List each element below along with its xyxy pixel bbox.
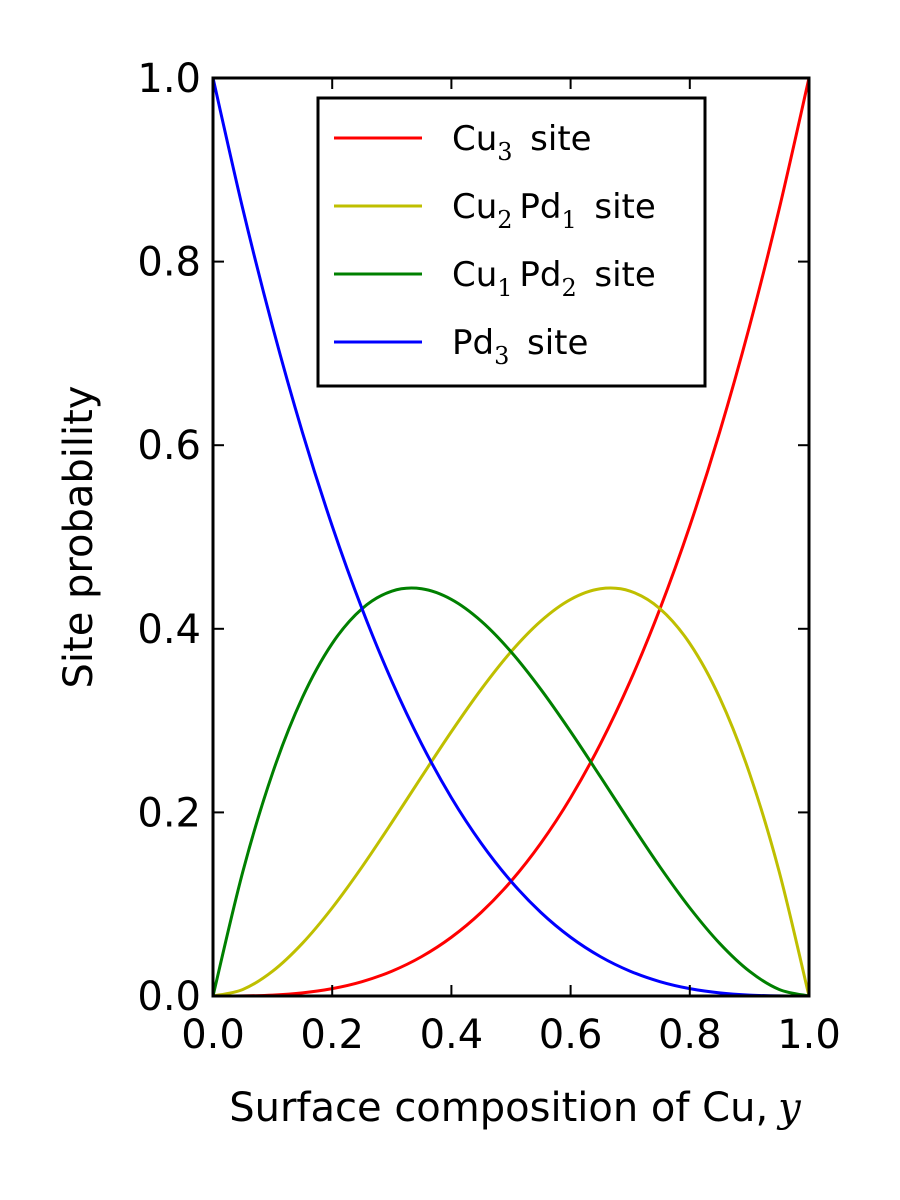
series-line-3: [211, 77, 810, 998]
y-tick-label: 0.6: [137, 423, 201, 469]
legend-box: [316, 96, 707, 388]
x-tick-label: 0.0: [181, 1012, 245, 1058]
legend: Cu3 site Cu2 Pd1 site Cu1 Pd2 site Pd3 site: [316, 96, 707, 388]
x-tick-label: 0.6: [539, 1012, 603, 1058]
series-line-1: [212, 586, 811, 998]
x-tick-label: 0.8: [658, 1012, 722, 1058]
x-axis-title: Surface composition of Cu, y: [229, 1085, 802, 1131]
y-tick-label: 0.0: [137, 974, 201, 1020]
y-tick-label: 0.8: [137, 240, 201, 286]
legend-label-2: Cu1 Pd2 site: [452, 255, 656, 302]
x-axis-variable: y: [776, 1085, 802, 1131]
series-line-2: [211, 586, 810, 998]
plot-frame: [211, 76, 811, 998]
y-tick-label: 0.2: [137, 790, 201, 836]
x-tick-label: 0.2: [300, 1012, 364, 1058]
legend-label-3: Pd3 site: [452, 323, 588, 370]
series-line-0: [212, 77, 811, 998]
ticks-layer: 0.0 0.2 0.4 0.6 0.8 1.0 0.0 0.2 0.4 0.6 0.8 1.0: [137, 56, 840, 1058]
x-axis-title-text: Surface composition of Cu,: [229, 1085, 768, 1131]
series-layer: [211, 77, 811, 998]
x-tick-label: 1.0: [777, 1012, 841, 1058]
x-tick-label: 0.4: [420, 1012, 484, 1058]
y-tick-label: 0.4: [137, 607, 201, 653]
y-tick-label: 1.0: [137, 56, 201, 102]
legend-label-1: Cu2 Pd1 site: [452, 187, 656, 234]
y-axis-title: Site probability: [56, 386, 102, 689]
legend-label-0: Cu3 site: [452, 119, 592, 166]
